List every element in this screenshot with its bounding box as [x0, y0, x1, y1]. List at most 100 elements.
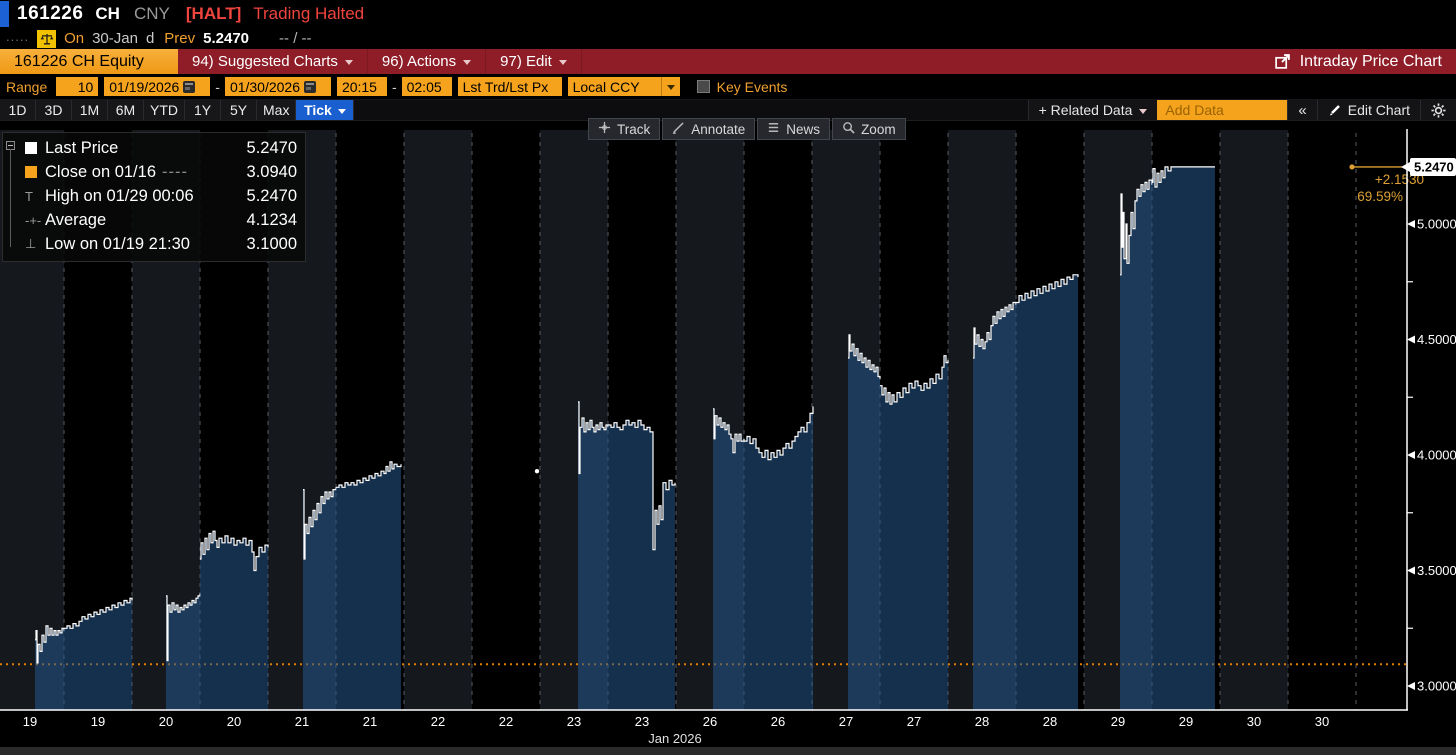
- add-data-input[interactable]: Add Data: [1157, 100, 1288, 120]
- svg-text:20: 20: [159, 714, 173, 729]
- chevron-down-icon: [463, 60, 472, 65]
- edit-chart-button[interactable]: Edit Chart: [1316, 100, 1420, 120]
- status-date: 30-Jan: [92, 30, 138, 47]
- tab-1d[interactable]: 1D: [0, 100, 36, 120]
- svg-text:4.0000: 4.0000: [1417, 448, 1456, 463]
- panel-color-tag: [0, 1, 9, 27]
- svg-text:27: 27: [907, 714, 921, 729]
- tab-6m[interactable]: 6M: [108, 100, 144, 120]
- key-events-checkbox[interactable]: [696, 80, 710, 93]
- time-from-input[interactable]: 20:15: [336, 77, 387, 96]
- legend-row[interactable]: Last Price 5.2470: [25, 136, 297, 160]
- news-icon: [767, 121, 780, 137]
- drag-grip-icon[interactable]: .....: [6, 29, 30, 44]
- scales-icon[interactable]: [37, 29, 57, 48]
- range-count-input[interactable]: 10: [56, 77, 99, 96]
- pencil-icon: [1329, 105, 1340, 116]
- svg-text:5.2470: 5.2470: [1414, 159, 1454, 174]
- svg-text:3.0000: 3.0000: [1417, 679, 1456, 694]
- svg-text:22: 22: [499, 714, 513, 729]
- legend-value: 3.0940: [246, 162, 297, 181]
- calendar-icon[interactable]: [304, 80, 317, 93]
- svg-text:30: 30: [1315, 714, 1329, 729]
- prev-value: 5.2470: [203, 30, 250, 47]
- annotate-icon: [672, 121, 685, 137]
- svg-text:69.59%: 69.59%: [1357, 189, 1403, 204]
- menu-actions[interactable]: 96) Actions: [368, 49, 487, 74]
- close-line-swatch: [25, 166, 37, 178]
- legend-value: 5.2470: [246, 186, 297, 205]
- tab-1y[interactable]: 1Y: [185, 100, 221, 120]
- tab-1m[interactable]: 1M: [72, 100, 108, 120]
- svg-text:4.5000: 4.5000: [1417, 332, 1456, 347]
- svg-text:26: 26: [771, 714, 785, 729]
- svg-text:23: 23: [567, 714, 581, 729]
- date-to-input[interactable]: 01/30/2026: [224, 77, 331, 96]
- legend-value: 5.2470: [246, 138, 297, 157]
- chevron-down-icon: [558, 60, 567, 65]
- tab-max[interactable]: Max: [257, 100, 297, 120]
- svg-text:5.0000: 5.0000: [1417, 217, 1456, 232]
- menu-suggested-charts[interactable]: 94) Suggested Charts: [178, 49, 368, 74]
- svg-text:20: 20: [227, 714, 241, 729]
- related-data-button[interactable]: + Related Data: [1027, 100, 1158, 120]
- track-icon: [598, 121, 611, 137]
- annotate-button[interactable]: Annotate: [662, 118, 756, 140]
- svg-text:21: 21: [363, 714, 377, 729]
- currency-code: CNY: [133, 4, 170, 23]
- svg-text:19: 19: [91, 714, 105, 729]
- track-button[interactable]: Track: [588, 118, 661, 140]
- security-titlebar: 161226 CH CNY [HALT] Trading Halted: [0, 0, 1456, 28]
- time-separator: -: [391, 78, 397, 95]
- legend-marker-icon: T: [25, 188, 33, 204]
- last-price-swatch: [25, 142, 37, 154]
- halt-status-text: Trading Halted: [253, 4, 365, 23]
- legend-row[interactable]: -+- Average 4.1234: [25, 208, 297, 232]
- price-mode-select[interactable]: Lst Trd/Lst Px: [457, 77, 562, 96]
- settings-gear-button[interactable]: [1420, 100, 1456, 120]
- collapse-panel-button[interactable]: «: [1287, 100, 1317, 120]
- key-events-label: Key Events: [716, 78, 788, 95]
- tab-tick-selected[interactable]: Tick: [296, 100, 355, 120]
- chart-legend: Last Price 5.2470 Close on 01/16 ---- 3.0940…: [2, 132, 306, 262]
- svg-text:26: 26: [703, 714, 717, 729]
- news-button[interactable]: News: [757, 118, 831, 140]
- legend-label: Low on 01/19 21:30: [45, 234, 190, 253]
- status-row: ..... On 30-Jan d Prev 5.2470 -- / --: [0, 28, 1456, 49]
- svg-text:Jan 2026: Jan 2026: [648, 731, 702, 746]
- legend-label: High on 01/29 00:06: [45, 186, 194, 205]
- price-chart-svg[interactable]: +2.153069.59%5.00004.50004.00003.50003.0…: [0, 121, 1456, 747]
- legend-marker-icon: -+-: [25, 212, 42, 228]
- tab-ytd[interactable]: YTD: [144, 100, 185, 120]
- svg-text:28: 28: [975, 714, 989, 729]
- ticker-symbol: 161226: [17, 3, 84, 24]
- legend-value: 4.1234: [246, 210, 297, 229]
- tab-3d[interactable]: 3D: [36, 100, 72, 120]
- status-mode: d: [145, 30, 155, 47]
- security-button[interactable]: 161226 CH Equity: [0, 49, 178, 74]
- svg-text:27: 27: [839, 714, 853, 729]
- tab-5y[interactable]: 5Y: [221, 100, 257, 120]
- legend-row[interactable]: ⊥ Low on 01/19 21:30 3.1000: [25, 232, 297, 256]
- zoom-icon: [842, 121, 855, 137]
- chart-area: +2.1530 69.59% 5.0000 4.5000 4.0000 3.5000 3.0…: [0, 118, 1456, 747]
- svg-text:3.5000: 3.5000: [1417, 563, 1456, 578]
- legend-row[interactable]: T High on 01/29 00:06 5.2470: [25, 184, 297, 208]
- currency-select[interactable]: Local CCY: [567, 77, 680, 96]
- menu-edit[interactable]: 97) Edit: [486, 49, 582, 74]
- zoom-button[interactable]: Zoom: [832, 118, 906, 140]
- chevron-down-icon: [344, 60, 353, 65]
- svg-text:21: 21: [295, 714, 309, 729]
- date-from-input[interactable]: 01/19/2026: [104, 77, 211, 96]
- range-separator: -: [215, 78, 220, 95]
- legend-row[interactable]: Close on 01/16 ---- 3.0940: [25, 160, 297, 184]
- svg-text:23: 23: [635, 714, 649, 729]
- gear-icon: [1431, 102, 1446, 118]
- time-to-input[interactable]: 02:05: [401, 77, 452, 96]
- svg-text:29: 29: [1111, 714, 1125, 729]
- export-icon: [1274, 54, 1290, 69]
- period-tab-row: 1D 3D 1M 6M YTD 1Y 5Y Max Tick + Related…: [0, 100, 1456, 121]
- bottom-window-edge: [0, 747, 1456, 755]
- function-menubar: 161226 CH Equity 94) Suggested Charts 96…: [0, 49, 1456, 74]
- calendar-icon[interactable]: [183, 80, 196, 93]
